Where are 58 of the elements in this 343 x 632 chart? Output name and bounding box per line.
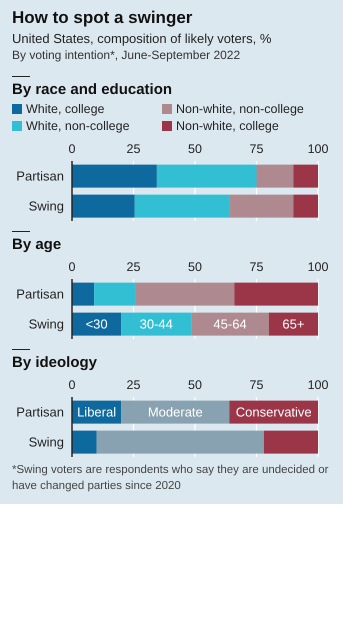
legend-label: White, college <box>25 102 106 116</box>
x-tick-label: 75 <box>250 142 264 156</box>
x-tick-label: 50 <box>188 260 202 274</box>
bar <box>72 282 94 306</box>
x-tick-label: 50 <box>188 378 202 392</box>
legend-label: White, non-college <box>25 119 131 133</box>
series-label: 30-44 <box>140 316 173 332</box>
y-tick-label: Partisan <box>16 286 64 302</box>
bar <box>234 282 318 306</box>
text: *Swing voters are respondents who say they are undecided or have changed parties since 2020 <box>12 463 330 494</box>
text: United States, composition of likely voters, % <box>12 31 272 46</box>
series-label: Moderate <box>148 404 203 420</box>
x-tick-label: 100 <box>308 378 328 392</box>
bar <box>72 194 135 218</box>
legend-label: Non-white, non-college <box>175 102 305 116</box>
text: By voting intention*, June-September 2022 <box>12 48 242 62</box>
chart-title: By age <box>12 236 62 253</box>
y-tick-label: Swing <box>28 316 64 332</box>
y-tick-label: Swing <box>28 198 64 214</box>
x-tick-label: 0 <box>68 142 76 156</box>
series-label: Liberal <box>77 404 116 420</box>
x-tick-label: 100 <box>308 260 328 274</box>
x-tick-label: 50 <box>188 142 202 156</box>
x-tick-label: 75 <box>250 260 264 274</box>
bar <box>293 164 318 188</box>
x-tick-label: 100 <box>308 142 328 156</box>
bar <box>268 312 318 336</box>
y-tick-label: Partisan <box>16 404 64 420</box>
series-label: 45-64 <box>213 316 247 332</box>
y-tick-label: Partisan <box>16 168 64 184</box>
bar <box>72 430 97 454</box>
y-tick-label: Swing <box>28 434 64 450</box>
bar <box>156 164 256 188</box>
x-tick-label: 75 <box>250 378 264 392</box>
bar <box>293 194 318 218</box>
series-label: <30 <box>86 316 108 332</box>
chart-title: By race and education <box>12 81 174 98</box>
bar <box>264 430 318 454</box>
legend-label: Non-white, college <box>175 119 280 133</box>
x-tick-label: 25 <box>126 378 140 392</box>
bar <box>191 312 269 336</box>
chart-title: By ideology <box>12 354 98 371</box>
series-label: 65+ <box>282 316 304 332</box>
bar <box>94 282 136 306</box>
x-tick-label: 25 <box>126 142 140 156</box>
bar <box>121 400 230 424</box>
text: How to spot a swinger <box>12 8 194 28</box>
series-label: Conservative <box>236 404 312 420</box>
bar <box>121 312 192 336</box>
bar <box>96 430 264 454</box>
x-tick-label: 0 <box>68 260 76 274</box>
bar <box>229 194 294 218</box>
bar <box>134 194 230 218</box>
x-tick-label: 25 <box>126 260 140 274</box>
bar <box>72 164 157 188</box>
bar <box>136 282 234 306</box>
bar <box>256 164 294 188</box>
x-tick-label: 0 <box>68 378 76 392</box>
